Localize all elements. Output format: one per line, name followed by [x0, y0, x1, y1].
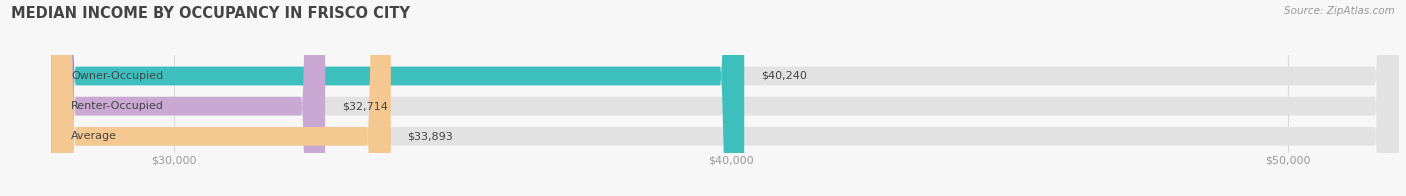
FancyBboxPatch shape — [52, 0, 325, 196]
FancyBboxPatch shape — [52, 0, 744, 196]
Text: Owner-Occupied: Owner-Occupied — [70, 71, 163, 81]
Text: $33,893: $33,893 — [408, 131, 453, 141]
Text: Renter-Occupied: Renter-Occupied — [70, 101, 165, 111]
Text: Source: ZipAtlas.com: Source: ZipAtlas.com — [1284, 6, 1395, 16]
Text: $32,714: $32,714 — [342, 101, 388, 111]
FancyBboxPatch shape — [52, 0, 1399, 196]
FancyBboxPatch shape — [52, 0, 1399, 196]
FancyBboxPatch shape — [52, 0, 391, 196]
FancyBboxPatch shape — [52, 0, 1399, 196]
Text: Average: Average — [70, 131, 117, 141]
Text: MEDIAN INCOME BY OCCUPANCY IN FRISCO CITY: MEDIAN INCOME BY OCCUPANCY IN FRISCO CIT… — [11, 6, 411, 21]
Text: $40,240: $40,240 — [761, 71, 807, 81]
